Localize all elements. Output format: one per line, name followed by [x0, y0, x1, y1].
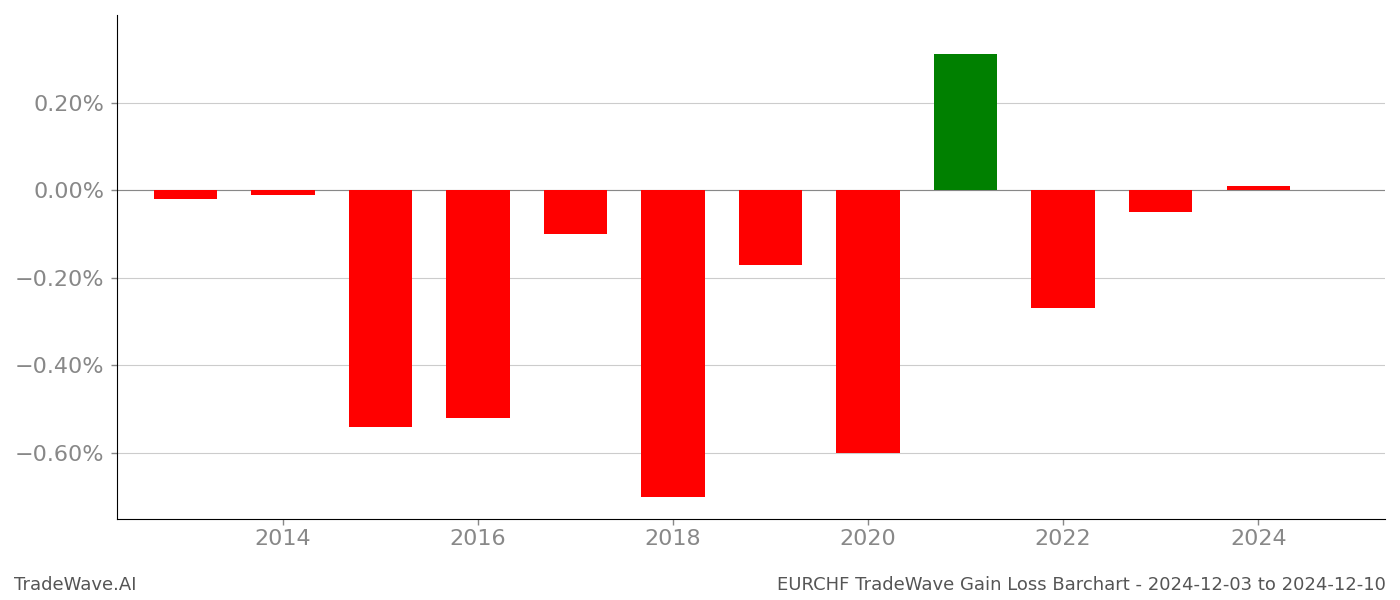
Bar [447, 190, 510, 418]
Bar [1226, 186, 1289, 190]
Bar [934, 55, 997, 190]
Bar [1128, 190, 1193, 212]
Bar [154, 190, 217, 199]
Bar [543, 190, 608, 234]
Bar [641, 190, 704, 497]
Bar [349, 190, 412, 427]
Bar [251, 190, 315, 194]
Bar [1032, 190, 1095, 308]
Text: TradeWave.AI: TradeWave.AI [14, 576, 137, 594]
Text: EURCHF TradeWave Gain Loss Barchart - 2024-12-03 to 2024-12-10: EURCHF TradeWave Gain Loss Barchart - 20… [777, 576, 1386, 594]
Bar [836, 190, 900, 453]
Bar [739, 190, 802, 265]
